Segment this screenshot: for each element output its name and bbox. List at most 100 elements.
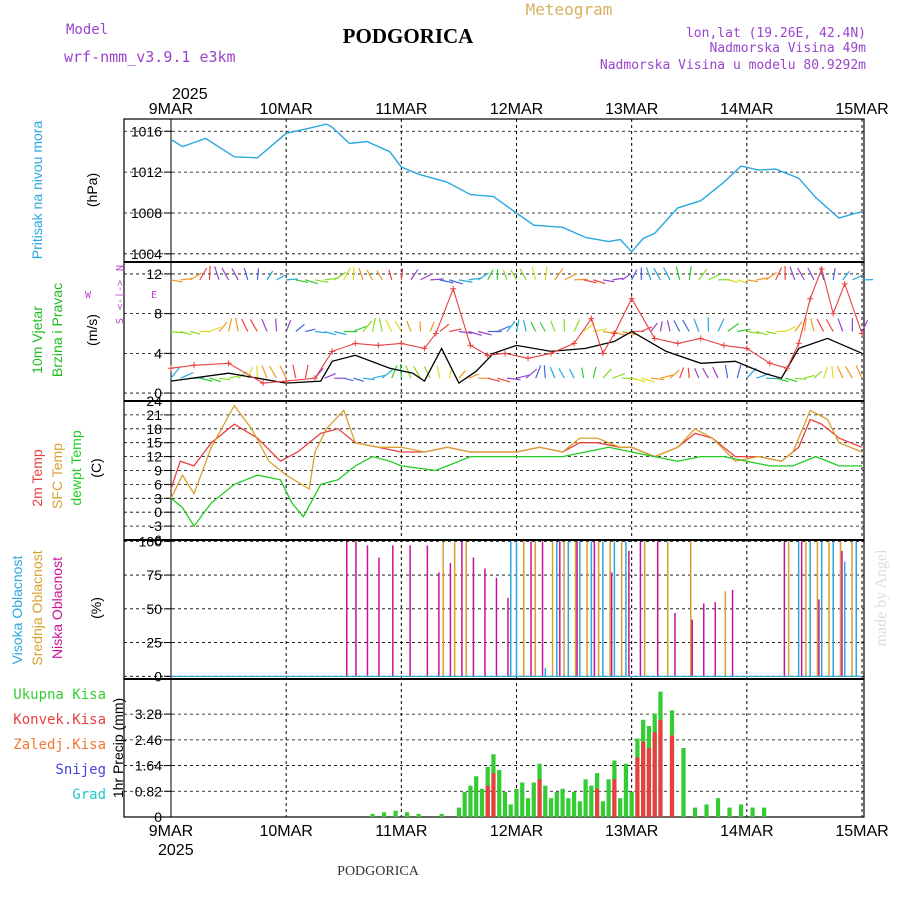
wind-direction-arrow [266,270,274,281]
wind-direction-arrow [385,319,393,332]
year-label-bottom: 2025 [158,842,194,859]
precip-bar-ukupna-kisa [600,801,605,817]
wind-gust-marker [191,362,198,369]
wind-direction-arrow [663,267,671,281]
wind-gust-marker [651,335,658,342]
wind-direction-arrow [420,273,433,281]
wind-direction-arrow [543,365,546,379]
wind-direction-arrow [693,318,700,332]
pressure-ylabel-name: Pritisak na nivou mora [29,121,45,260]
page-title: PODGORICA [343,24,475,48]
footer-city: PODGORICA [337,864,420,879]
wind-direction-arrow [531,267,537,281]
wind-direction-arrow [371,317,377,332]
wind-direction-arrow [324,330,336,336]
wind-gust-marker [501,350,508,357]
temp-ylabel-sfc: SFC Temp [49,443,65,509]
wind-direction-arrow [539,322,546,332]
wind-direction-arrow [228,375,239,379]
temperature-y-tick-label: 15 [146,435,162,451]
wind-gust-marker [421,345,428,352]
precip-bar-ukupna-kisa [514,788,519,817]
precip-bar-ukupna-kisa [606,779,611,817]
top-tick-label: 9MAR [149,101,193,118]
bottom-tick-label: 14MAR [720,823,773,840]
precip-bar-konvek-kisa [537,779,542,817]
precip-bar-ukupna-kisa [508,804,513,817]
wind-direction-arrow [675,266,681,281]
wind-direction-arrow [468,373,479,379]
wind-direction-arrow [439,279,454,284]
wind-direction-arrow [372,374,386,379]
clouds-y-tick-label: 0 [154,668,162,684]
wind-direction-arrow [458,279,473,283]
wind-gust-marker [674,340,681,347]
temp-ylabel-2m: 2m Temp [29,449,45,507]
wind-direction-arrow [712,366,719,379]
wind-direction-arrow [231,268,239,281]
temperature-y-tick-label: 21 [146,407,162,423]
wind-direction-arrow [218,321,228,332]
wind-direction-arrow [429,321,435,332]
wind-direction-arrow [285,319,292,332]
wind-gust-marker [283,378,290,385]
wind-direction-arrow [844,366,853,379]
wind-direction-arrow [549,366,556,379]
wind-direction-arrow [353,325,367,333]
wind-direction-arrow [861,319,869,332]
wind-gust-marker [225,360,232,367]
temperature-y-tick-label: 18 [146,421,162,437]
wind-direction-arrow [736,364,742,379]
wind-direction-arrow [756,277,769,281]
wind-direction-arrow [269,365,278,379]
wind-direction-arrow [502,269,508,281]
altitude-text: Nadmorska Visina 49m [709,41,866,56]
wind-direction-arrow [362,320,373,332]
wind-direction-arrow [832,268,836,280]
precip-bar-ukupna-kisa [439,813,444,817]
clouds-y-tick-label: 50 [146,601,162,617]
temperature-series-dewpt-temp [170,446,862,528]
wind-direction-arrow [564,273,578,281]
wind-gust-marker [720,342,727,349]
precip-bar-ukupna-kisa [681,748,686,817]
precip-bar-ukupna-kisa [727,807,732,817]
wind-direction-arrow [516,374,531,379]
wind-direction-arrow [831,365,834,379]
wind-direction-arrow [825,319,834,332]
wind-direction-arrow [641,377,655,383]
wind-direction-arrow [378,318,383,332]
precip-bar-konvek-kisa [658,719,663,817]
wind-direction-arrow [209,377,222,383]
wind-direction-arrow [645,267,652,281]
wind-direction-arrow [449,279,463,285]
wind-gust-marker [467,342,474,349]
wind-gust-marker [525,355,532,362]
wind-direction-arrow [535,365,542,379]
wind-direction-arrow [214,266,220,281]
wind-direction-arrow [544,266,548,280]
wind-direction-arrow [583,322,595,332]
wind-direction-arrow [621,273,631,281]
precip-bar-konvek-kisa [635,757,640,817]
wind-direction-arrow [388,269,393,281]
precip-y-tick-label: 1.64 [135,758,162,774]
clouds-y-tick-label: 25 [146,635,162,651]
wind-direction-arrow [554,268,564,281]
wind-direction-arrow [650,377,665,381]
precip-bar-ukupna-kisa [623,763,629,817]
clouds-ylabel-unit: (%) [88,597,104,619]
wind-direction-arrow [653,267,661,281]
wind-direction-arrow [837,318,844,332]
precip-bar-ukupna-kisa [762,807,767,817]
direction-east: E [151,290,157,301]
wind-ylabel-unit: (m/s) [84,314,100,346]
wind-direction-arrow [679,367,685,379]
wind-gust-marker [398,340,405,347]
precip-bar-ukupna-kisa [462,791,467,817]
wind-direction-arrow [353,377,364,382]
wind-direction-arrow [855,365,863,379]
precip-bar-ukupna-kisa [370,813,375,817]
wind-direction-arrow [669,369,680,379]
